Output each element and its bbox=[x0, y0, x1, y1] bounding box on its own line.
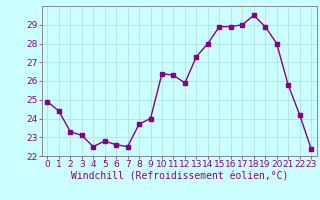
X-axis label: Windchill (Refroidissement éolien,°C): Windchill (Refroidissement éolien,°C) bbox=[70, 172, 288, 182]
